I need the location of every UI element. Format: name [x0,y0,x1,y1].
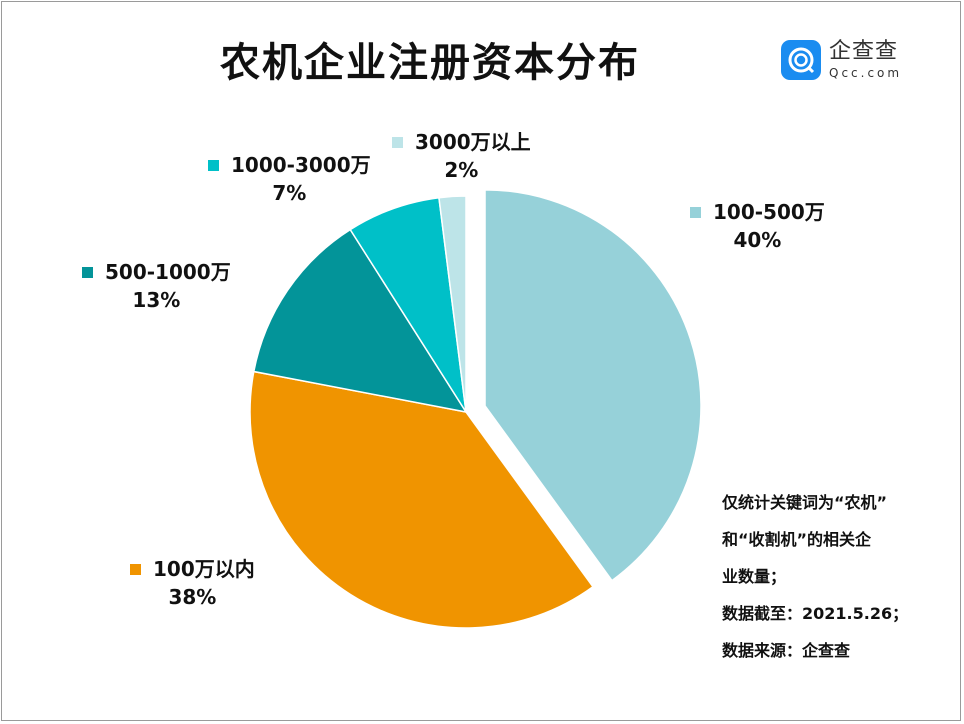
legend-swatch [208,160,219,171]
label-under-100: 100万以内 38% [130,555,255,611]
qcc-logo-icon [781,40,821,80]
pie-slice-2 [252,228,468,414]
slice-pct: 38% [168,585,217,609]
slice-pct: 7% [272,181,307,205]
label-over-3000: 3000万以上 2% [392,128,531,184]
slice-label: 1000-3000万 [231,153,371,177]
logo-en: Qcc.com [829,66,903,80]
slice-label: 500-1000万 [105,260,231,284]
label-100-500: 100-500万 40% [690,198,825,254]
note-line: 和“收割机”的相关企 [722,530,872,549]
chart-title: 农机企业注册资本分布 [220,40,640,86]
pie-slice-1 [249,370,595,629]
note-line: 数据来源：企查查 [722,641,851,660]
slice-label: 100万以内 [153,557,255,581]
slice-label: 100-500万 [713,200,825,224]
label-1000-3000: 1000-3000万 7% [208,151,371,207]
legend-swatch [392,137,403,148]
slice-pct: 40% [733,228,782,252]
slice-pct: 2% [444,158,479,182]
logo-cn: 企查查 [829,39,899,64]
legend-swatch [130,564,141,575]
pie-slice-4 [438,195,467,413]
note-line: 仅统计关键词为“农机” [722,493,888,512]
note-line: 数据截至：2021.5.26； [722,604,909,623]
qcc-logo: 企查查 Qcc.com [781,40,902,80]
legend-swatch [82,267,93,278]
footnote: 仅统计关键词为“农机” 和“收割机”的相关企 业数量； 数据截至：2021.5.… [722,484,942,669]
pie-slice-0 [484,189,702,582]
slice-pct: 13% [132,288,181,312]
note-line: 业数量； [722,567,787,586]
slice-label: 3000万以上 [415,130,531,154]
legend-swatch [690,207,701,218]
label-500-1000: 500-1000万 13% [82,258,231,314]
